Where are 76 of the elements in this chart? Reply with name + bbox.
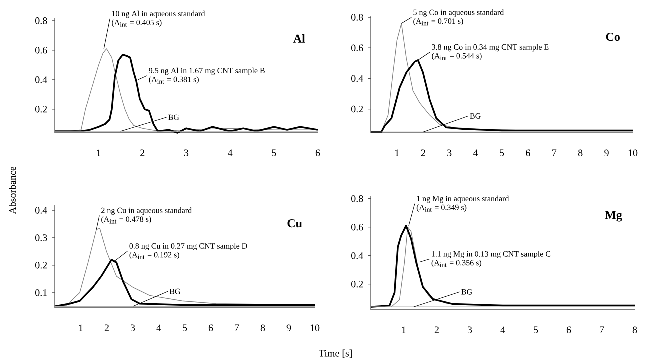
x-tick-label: 10 [310,324,320,332]
y-tick-label: 0.2 [352,106,364,113]
x-tick-label: 6 [316,150,320,156]
x-tick-label: 3 [468,326,472,334]
annotation: 1 ng Mg in aqueous standard [417,196,510,204]
y-tick-label: 0.3 [36,234,48,242]
annotation: 10 ng Al in aqueous standard [112,10,206,18]
x-tick-label: 8 [578,150,583,156]
x-tick-label: 7 [235,324,240,332]
x-tick-label: 6 [566,326,572,334]
annotation: (A$_{int}$ = 0.701 s) [414,18,464,26]
x-tick-label: 6 [208,324,214,332]
annotation: 2 ng Cu in aqueous standard [102,208,192,215]
annotation: (A$_{int}$ = 0.192 s) [130,252,180,260]
annotation: 5 ng Co in aqueous standard [414,10,504,17]
y-axis-title: Absorbance [9,166,16,214]
x-tick-label: 7 [600,326,604,334]
annotation: BG [168,114,180,120]
x-tick-label: 2 [104,324,109,332]
y-tick-label: 0.8 [36,18,48,24]
x-tick-label: 5 [534,326,538,334]
text: Mg [605,211,622,222]
annotation: (A$_{int}$ = 0.405 s) [112,20,162,27]
x-tick-label: 4 [156,324,162,332]
x-tick-label: 10 [628,150,638,156]
annotation: BG [170,288,180,294]
annotation: (A$_{int}$ = 0.381 s) [149,76,199,84]
y-tick-label: 0.4 [36,76,48,84]
x-tick-label: 3 [448,150,452,156]
text: Cu [288,219,302,228]
y-tick-label: 0.2 [352,280,364,288]
x-tick-label: 8 [632,326,638,334]
x-tick-label: 3 [130,324,136,332]
annotation: 1.1 ng Mg in 0.13 mg CNT sample C [432,251,551,259]
y-tick-label: 0.6 [352,44,364,52]
annotation: (A$_{int}$ = 0.544 s) [432,53,482,60]
y-tick-label: 0.4 [352,252,364,260]
x-tick-label: 8 [260,324,266,332]
text: Co [606,33,620,42]
x-tick-label: 6 [526,150,530,156]
x-tick-label: 5 [183,324,188,332]
x-tick-label: 1 [396,150,400,156]
y-tick-label: 0.6 [36,47,48,54]
annotation: 0.8 ng Cu in 0.27 mg CNT sample D [130,243,248,251]
annotation: BG [462,289,472,295]
x-tick-label: 7 [552,150,557,156]
annotation: 9.5 ng Al in 1.67 mg CNT sample B [149,68,265,76]
x-tick-label: 9 [604,150,609,156]
y-tick-label: 0.2 [36,106,48,113]
annotation: (A$_{int}$ = 0.349 s) [416,204,467,212]
text: Al [294,34,306,43]
x-tick-label: 4 [228,150,233,156]
x-tick-label: 1 [402,326,406,334]
x-tick-label: 2 [140,150,145,156]
x-tick-label: 2 [434,326,439,334]
x-tick-label: 4 [500,326,506,334]
y-tick-label: 0.8 [352,195,364,202]
y-tick-label: 0.4 [36,207,48,214]
annotation: BG [470,114,481,119]
x-tick-label: 2 [421,150,426,156]
x-tick-label: 4 [473,150,478,156]
y-tick-label: 0.8 [352,14,364,21]
annotation: (A$_{int}$ = 0.478 s) [102,216,152,224]
annotation: (A$_{int}$ = 0.356 s) [432,260,482,268]
x-tick-label: 1 [79,324,83,332]
y-tick-label: 0.6 [352,224,364,231]
y-tick-label: 0.4 [352,75,364,82]
x-tick-label: 1 [97,150,101,156]
x-tick-label: 9 [286,324,292,332]
x-axis-title: Time [s] [319,350,352,358]
y-tick-label: 0.1 [36,290,48,296]
x-tick-label: 3 [184,150,189,156]
y-tick-label: 0.2 [36,262,48,269]
annotation: 3.8 ng Co in 0.34 mg CNT sample E [432,44,549,52]
x-tick-label: 5 [500,150,504,156]
x-tick-label: 5 [272,150,276,156]
